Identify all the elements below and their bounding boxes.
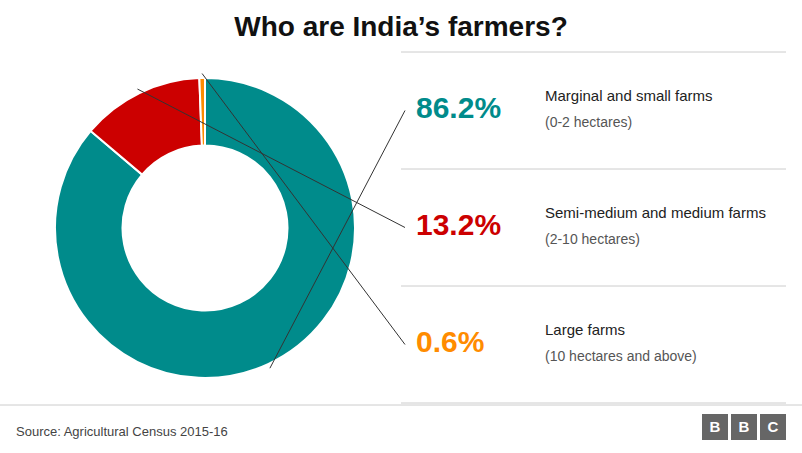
leader-line [202,74,405,345]
leader-line [137,89,405,227]
logo-letter: B [710,418,721,435]
logo: BBC [702,414,786,440]
divider [0,405,802,406]
logo-box [702,414,728,440]
logo-box [731,414,757,440]
background [0,0,802,453]
divider [401,286,786,287]
category-note: (10 hectares and above) [545,348,697,364]
chart-container: Who are India’s farmers? 86.2% Marginal an… [0,0,802,453]
title: Who are India’s farmers? [234,11,568,42]
logo-letter: B [739,418,750,435]
divider [401,403,786,404]
slice [199,78,205,146]
chart: Who are India’s farmers? 86.2% Marginal an… [0,0,802,453]
logo-box [760,414,786,440]
category-note: (0-2 hectares) [545,114,632,130]
category-note: (2-10 hectares) [545,231,640,247]
source: Source: Agricultural Census 2015-16 [16,424,228,439]
data-label: 86.2% [416,91,501,124]
logo-letter: C [768,418,779,435]
donut [55,78,355,378]
slice [91,78,202,175]
data-label: 13.2% [416,208,501,241]
category-label: Large farms [545,321,625,338]
leader-line [270,111,405,369]
category-label: Semi-medium and medium farms [545,204,766,221]
data-label: 0.6% [416,325,484,358]
divider [401,52,786,53]
divider [401,169,786,170]
category-label: Marginal and small farms [545,87,713,104]
slice [55,78,355,378]
